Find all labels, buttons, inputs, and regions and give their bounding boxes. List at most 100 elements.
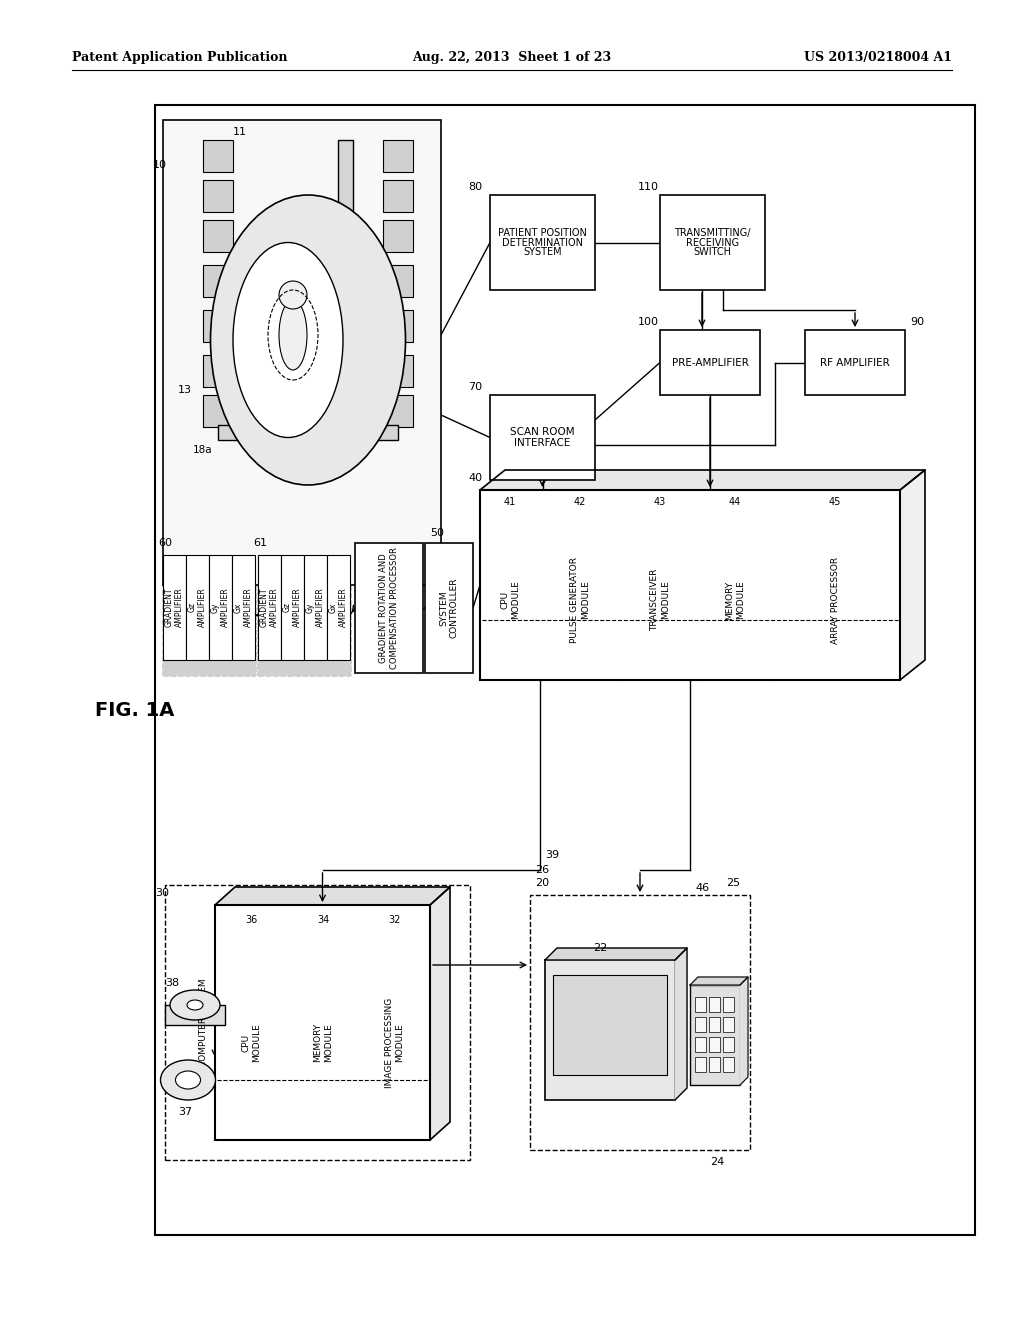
Text: 61: 61 xyxy=(253,539,267,548)
FancyBboxPatch shape xyxy=(383,220,413,252)
Text: Gy
AMPLIFIER: Gy AMPLIFIER xyxy=(306,587,326,627)
Ellipse shape xyxy=(170,990,220,1020)
Text: RF AMPLIFIER: RF AMPLIFIER xyxy=(820,358,890,367)
FancyBboxPatch shape xyxy=(258,554,281,660)
FancyBboxPatch shape xyxy=(383,310,413,342)
Polygon shape xyxy=(215,887,450,906)
Text: 50: 50 xyxy=(430,528,444,539)
FancyBboxPatch shape xyxy=(723,997,734,1012)
FancyBboxPatch shape xyxy=(553,975,667,1074)
Text: 42: 42 xyxy=(573,498,586,507)
FancyBboxPatch shape xyxy=(695,1038,706,1052)
FancyBboxPatch shape xyxy=(253,380,348,392)
Text: Patent Application Publication: Patent Application Publication xyxy=(72,51,288,65)
FancyBboxPatch shape xyxy=(165,1005,225,1026)
Text: TRANSMITTING/: TRANSMITTING/ xyxy=(674,227,751,238)
FancyBboxPatch shape xyxy=(383,180,413,213)
Text: COMPUTER SYSTEM: COMPUTER SYSTEM xyxy=(199,978,208,1067)
FancyBboxPatch shape xyxy=(163,120,441,585)
Text: 60: 60 xyxy=(158,539,172,548)
Text: 36: 36 xyxy=(245,915,257,925)
FancyBboxPatch shape xyxy=(355,543,423,673)
Text: 100: 100 xyxy=(638,317,659,327)
Ellipse shape xyxy=(175,1071,201,1089)
FancyBboxPatch shape xyxy=(709,1016,720,1032)
Polygon shape xyxy=(430,887,450,1140)
Text: SYSTEM
CONTROLLER: SYSTEM CONTROLLER xyxy=(439,578,459,639)
Text: 110: 110 xyxy=(638,182,659,191)
Text: DETERMINATION: DETERMINATION xyxy=(502,238,583,248)
Text: 13: 13 xyxy=(178,385,193,395)
Text: 22: 22 xyxy=(593,942,607,953)
FancyBboxPatch shape xyxy=(695,1016,706,1032)
Text: INTERFACE: INTERFACE xyxy=(514,438,570,447)
FancyBboxPatch shape xyxy=(258,554,350,675)
FancyBboxPatch shape xyxy=(490,195,595,290)
Text: 18a: 18a xyxy=(193,445,213,455)
FancyBboxPatch shape xyxy=(163,554,255,675)
FancyBboxPatch shape xyxy=(709,997,720,1012)
Text: PRE-AMPLIFIER: PRE-AMPLIFIER xyxy=(672,358,749,367)
Circle shape xyxy=(279,281,307,309)
FancyBboxPatch shape xyxy=(281,554,304,660)
Text: 39: 39 xyxy=(545,850,559,861)
Text: ARRAY PROCESSOR: ARRAY PROCESSOR xyxy=(830,557,840,644)
FancyBboxPatch shape xyxy=(203,140,233,172)
Text: Gx
AMPLIFIER: Gx AMPLIFIER xyxy=(233,587,253,627)
Ellipse shape xyxy=(187,1001,203,1010)
Text: 34: 34 xyxy=(316,915,329,925)
Text: SWITCH: SWITCH xyxy=(693,247,731,257)
Text: 10: 10 xyxy=(153,160,167,170)
Polygon shape xyxy=(900,470,925,680)
FancyBboxPatch shape xyxy=(163,554,186,660)
FancyBboxPatch shape xyxy=(545,960,675,1100)
FancyBboxPatch shape xyxy=(218,425,398,440)
Text: GRADIENT
AMPLIFIER: GRADIENT AMPLIFIER xyxy=(260,587,280,627)
FancyBboxPatch shape xyxy=(695,997,706,1012)
Text: 11: 11 xyxy=(233,127,247,137)
Text: 40: 40 xyxy=(468,473,482,483)
FancyBboxPatch shape xyxy=(383,265,413,297)
Text: Aug. 22, 2013  Sheet 1 of 23: Aug. 22, 2013 Sheet 1 of 23 xyxy=(413,51,611,65)
FancyBboxPatch shape xyxy=(695,1057,706,1072)
Text: 26: 26 xyxy=(535,865,549,875)
FancyBboxPatch shape xyxy=(383,355,413,387)
Text: 20: 20 xyxy=(535,878,549,888)
FancyBboxPatch shape xyxy=(383,395,413,426)
Ellipse shape xyxy=(161,1060,215,1100)
Polygon shape xyxy=(163,660,255,675)
FancyBboxPatch shape xyxy=(490,395,595,480)
Text: Gz
AMPLIFIER: Gz AMPLIFIER xyxy=(283,587,302,627)
Text: 41: 41 xyxy=(504,498,516,507)
Text: RECEIVING: RECEIVING xyxy=(686,238,739,248)
Text: 32: 32 xyxy=(388,915,400,925)
Text: 70: 70 xyxy=(468,381,482,392)
Text: 38: 38 xyxy=(165,978,179,987)
Text: 44: 44 xyxy=(729,498,741,507)
FancyBboxPatch shape xyxy=(709,1057,720,1072)
FancyBboxPatch shape xyxy=(327,554,350,660)
Text: CPU
MODULE: CPU MODULE xyxy=(242,1023,261,1061)
Text: 30: 30 xyxy=(155,888,169,898)
FancyBboxPatch shape xyxy=(660,195,765,290)
FancyBboxPatch shape xyxy=(304,554,327,660)
Text: FIG. 1A: FIG. 1A xyxy=(95,701,174,719)
Ellipse shape xyxy=(211,195,406,484)
FancyBboxPatch shape xyxy=(723,1057,734,1072)
Ellipse shape xyxy=(233,243,343,437)
Text: PATIENT POSITION: PATIENT POSITION xyxy=(498,227,587,238)
Text: TRANSCEIVER
MODULE: TRANSCEIVER MODULE xyxy=(650,569,670,631)
Text: Gy
AMPLIFIER: Gy AMPLIFIER xyxy=(211,587,230,627)
FancyBboxPatch shape xyxy=(805,330,905,395)
FancyBboxPatch shape xyxy=(215,906,430,1140)
FancyBboxPatch shape xyxy=(383,140,413,172)
Polygon shape xyxy=(690,977,748,985)
FancyBboxPatch shape xyxy=(723,1038,734,1052)
Text: 80: 80 xyxy=(468,182,482,191)
Text: 24: 24 xyxy=(710,1158,724,1167)
Ellipse shape xyxy=(279,300,307,370)
FancyBboxPatch shape xyxy=(660,330,760,395)
Text: CPU
MODULE: CPU MODULE xyxy=(501,581,520,619)
Text: Gz
AMPLIFIER: Gz AMPLIFIER xyxy=(187,587,207,627)
Text: SYSTEM: SYSTEM xyxy=(523,247,562,257)
